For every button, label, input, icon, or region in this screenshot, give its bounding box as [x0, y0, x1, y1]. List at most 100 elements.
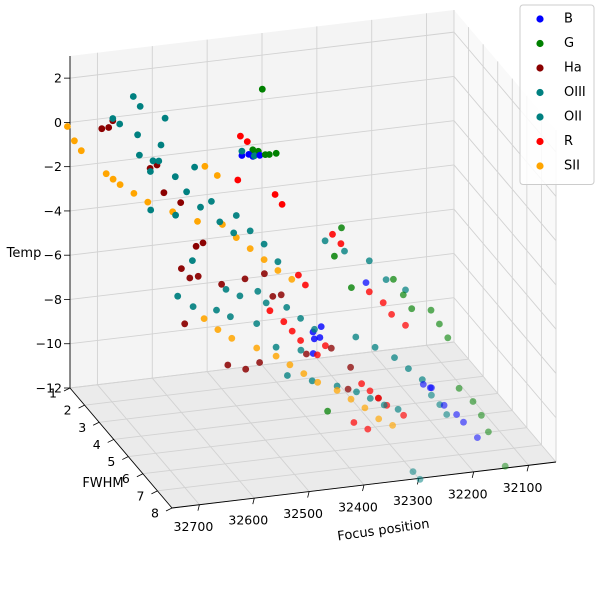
point-b	[310, 335, 318, 343]
point-ha	[303, 350, 310, 358]
legend-label-sii: SII	[564, 159, 580, 174]
point-sii	[286, 361, 294, 369]
point-r	[379, 299, 387, 307]
point-g	[348, 284, 355, 291]
point-r	[400, 411, 407, 419]
point-ha	[224, 361, 232, 369]
point-oiii	[262, 299, 270, 307]
y-tick-label: 8	[151, 506, 159, 521]
y-axis-label: FWHM	[82, 476, 123, 491]
point-oii	[136, 151, 143, 159]
point-sii	[272, 352, 280, 360]
point-b	[426, 384, 434, 392]
point-oiii	[380, 401, 388, 409]
point-r	[388, 311, 395, 318]
point-b	[453, 411, 460, 418]
point-sii	[77, 147, 85, 155]
point-oiii	[216, 218, 224, 226]
point-oii	[213, 306, 220, 314]
point-r	[243, 138, 251, 146]
point-oii	[352, 333, 360, 341]
y-tick-label: 3	[78, 420, 86, 435]
point-sii	[102, 170, 110, 178]
point-r	[237, 132, 244, 140]
legend-marker-g	[536, 39, 544, 48]
point-ha	[199, 239, 207, 247]
x-grid-line-floor	[206, 371, 310, 492]
point-b	[474, 434, 481, 441]
z-grid-line-back	[69, 341, 455, 389]
point-oiii	[254, 287, 262, 295]
y-tick-label: 6	[122, 471, 130, 486]
z-tick-label: −8	[44, 292, 62, 307]
point-oiii	[272, 343, 280, 351]
point-sii	[194, 218, 201, 225]
z-grid-line-side	[453, 297, 557, 419]
point-b	[317, 323, 325, 330]
point-oii	[183, 188, 191, 196]
y-tick-mark	[78, 404, 85, 409]
point-oiii	[308, 377, 316, 385]
legend: BG Ha OIII OII R SII	[519, 4, 595, 185]
point-r	[364, 425, 372, 433]
point-oiii	[109, 115, 117, 122]
data-points	[64, 85, 509, 483]
point-ha	[347, 363, 354, 371]
point-ha	[98, 125, 106, 133]
legend-label-g: G	[564, 36, 574, 51]
y-tick-label: 4	[93, 437, 101, 452]
point-g	[272, 149, 280, 157]
x-tick-mark	[526, 465, 529, 472]
z-grid-line-back	[69, 253, 455, 300]
point-oiii	[230, 229, 238, 237]
x-tick-mark	[252, 498, 255, 505]
x-tick-label: 32600	[228, 513, 268, 528]
point-oii	[246, 227, 254, 235]
point-sii	[314, 378, 322, 386]
y-tick-mark	[63, 387, 71, 392]
point-r	[314, 351, 321, 359]
point-sii	[253, 344, 261, 352]
point-oii	[208, 198, 215, 205]
y-grid-line-floor	[113, 392, 498, 440]
point-b	[460, 418, 467, 426]
y-grid-line-floor	[99, 375, 484, 423]
point-oiii	[222, 286, 230, 293]
point-r	[337, 240, 345, 248]
point-oii	[161, 114, 169, 122]
x-tick-label: 32500	[283, 506, 323, 521]
point-g	[324, 407, 331, 415]
x-grid-line-floor	[97, 384, 200, 506]
point-oii	[371, 343, 379, 351]
y-grid-line-floor	[157, 444, 542, 492]
point-sii	[274, 267, 282, 274]
point-ha	[218, 280, 226, 288]
z-tick-label: −12	[36, 381, 62, 396]
z-grid-line-side	[453, 120, 557, 241]
point-b	[256, 151, 264, 159]
point-oii	[260, 240, 268, 248]
legend-label-r: R	[564, 134, 573, 149]
point-r	[350, 419, 358, 426]
point-g	[408, 305, 416, 313]
point-oii	[283, 304, 291, 311]
y-grid-line-floor	[84, 358, 469, 406]
x-tick-label: 32700	[174, 519, 214, 534]
z-tick-label: 0	[54, 115, 62, 130]
point-b	[245, 151, 253, 158]
point-oiii	[321, 237, 329, 245]
point-r	[375, 394, 382, 402]
z-grid-line-back	[69, 31, 455, 79]
y-grid-line-floor	[128, 410, 513, 458]
x-tick-label: 32400	[338, 500, 378, 515]
x-grid-line-floor	[426, 344, 529, 466]
point-sii	[144, 198, 152, 206]
point-sii	[64, 123, 71, 130]
point-sii	[116, 181, 124, 189]
y-tick-mark	[92, 421, 100, 426]
point-r	[365, 288, 373, 296]
point-oiii	[365, 257, 373, 265]
legend-marker-ha	[536, 64, 544, 72]
z-tick-label: −4	[44, 203, 62, 218]
y-grid-line-floor	[142, 427, 527, 475]
